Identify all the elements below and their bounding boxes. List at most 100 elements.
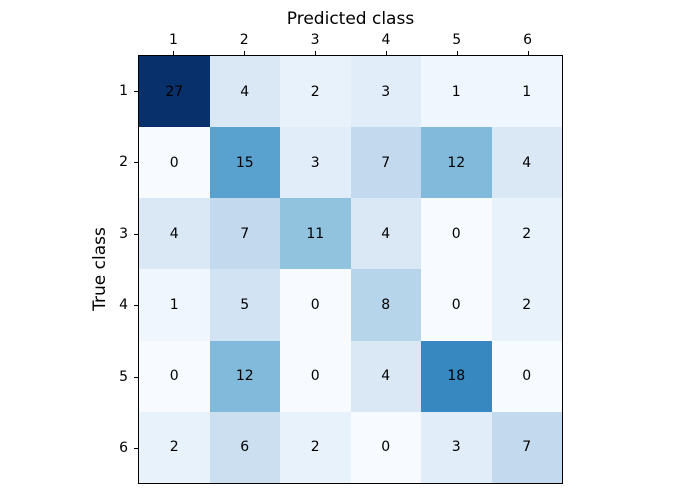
heatmap-cell: 0 [139, 340, 210, 412]
x-tick-mark [173, 51, 175, 55]
heatmap-cell: 11 [280, 198, 351, 270]
cell-value: 12 [235, 368, 254, 385]
y-tick-mark [134, 448, 138, 450]
heatmap-cell: 0 [421, 269, 492, 341]
cell-value: 4 [169, 225, 179, 242]
heatmap-cell: 12 [421, 127, 492, 199]
x-tick-label: 1 [168, 32, 178, 48]
cell-value: 3 [310, 154, 320, 171]
cell-value: 4 [240, 83, 250, 100]
y-tick-mark [134, 162, 138, 164]
x-tick-mark [385, 51, 387, 55]
cell-value: 0 [381, 439, 391, 456]
x-tick-mark [527, 51, 529, 55]
x-tick-label: 3 [310, 32, 320, 48]
cell-value: 1 [451, 83, 461, 100]
x-tick-labels: 1 2 3 4 5 6 [138, 32, 563, 49]
heatmap-cell: 3 [421, 411, 492, 483]
cell-value: 11 [306, 225, 325, 242]
heatmap-cell: 12 [209, 340, 280, 412]
cell-value: 0 [310, 368, 320, 385]
heatmap-cell: 1 [491, 56, 562, 128]
y-tick-label: 4 [119, 297, 128, 314]
cell-value: 2 [310, 439, 320, 456]
cell-value: 12 [447, 154, 466, 171]
cell-value: 0 [451, 297, 461, 314]
cell-value: 18 [447, 368, 466, 385]
cell-value: 3 [451, 439, 461, 456]
heatmap-cell: 2 [280, 411, 351, 483]
heatmap-cell: 4 [139, 198, 210, 270]
heatmap-cell: 0 [280, 340, 351, 412]
cell-value: 7 [381, 154, 391, 171]
heatmap-cell: 15 [209, 127, 280, 199]
heatmap-cell: 4 [209, 56, 280, 128]
heatmap-cell: 0 [139, 127, 210, 199]
cell-value: 0 [169, 368, 179, 385]
heatmap-cell: 4 [350, 198, 421, 270]
cell-value: 2 [169, 439, 179, 456]
y-tick-labels: 1 2 3 4 5 6 [88, 55, 128, 484]
heatmap-cell: 8 [350, 269, 421, 341]
heatmap-grid: 27 4 2 3 1 1 0 15 3 7 12 4 4 7 11 4 0 2 1 5 0 8 0 2 0 12 0 4 18 0 2 6 2 0… [139, 56, 562, 483]
heatmap-cell: 18 [421, 340, 492, 412]
cell-value: 2 [310, 83, 320, 100]
y-tick-mark [134, 233, 138, 235]
heatmap-cell: 1 [421, 56, 492, 128]
heatmap-cell: 3 [280, 127, 351, 199]
heatmap-cell: 3 [350, 56, 421, 128]
cell-value: 5 [240, 297, 250, 314]
cell-value: 27 [165, 83, 184, 100]
x-tick-mark [244, 51, 246, 55]
heatmap-cell: 4 [491, 127, 562, 199]
heatmap-cell: 2 [280, 56, 351, 128]
heatmap-cell: 2 [139, 411, 210, 483]
heatmap-cell: 0 [491, 340, 562, 412]
heatmap-cell: 2 [491, 269, 562, 341]
cell-value: 2 [522, 225, 532, 242]
y-tick-mark [134, 90, 138, 92]
heatmap-cell: 4 [350, 340, 421, 412]
heatmap-axes: 27 4 2 3 1 1 0 15 3 7 12 4 4 7 11 4 0 2 1 5 0 8 0 2 0 12 0 4 18 0 2 6 2 0… [138, 55, 563, 484]
heatmap-cell: 27 [139, 56, 210, 128]
heatmap-cell: 7 [209, 198, 280, 270]
cell-value: 2 [522, 297, 532, 314]
cell-value: 4 [381, 368, 391, 385]
x-tick-label: 5 [452, 32, 462, 48]
cell-value: 0 [451, 225, 461, 242]
heatmap-cell: 1 [139, 269, 210, 341]
x-tick-label: 6 [523, 32, 533, 48]
heatmap-cell: 0 [280, 269, 351, 341]
heatmap-cell: 2 [491, 198, 562, 270]
cell-value: 7 [240, 225, 250, 242]
cell-value: 0 [169, 154, 179, 171]
heatmap-cell: 6 [209, 411, 280, 483]
cell-value: 4 [381, 225, 391, 242]
cell-value: 15 [235, 154, 254, 171]
cell-value: 3 [381, 83, 391, 100]
y-tick-label: 1 [119, 82, 128, 99]
heatmap-cell: 0 [421, 198, 492, 270]
y-tick-mark [134, 376, 138, 378]
cell-value: 1 [169, 297, 179, 314]
y-tick-label: 5 [119, 368, 128, 385]
heatmap-cell: 7 [491, 411, 562, 483]
heatmap-cell: 0 [350, 411, 421, 483]
cell-value: 0 [310, 297, 320, 314]
x-tick-mark [456, 51, 458, 55]
y-tick-label: 6 [119, 440, 128, 457]
y-tick-label: 2 [119, 154, 128, 171]
y-tick-label: 3 [119, 225, 128, 242]
y-tick-mark [134, 305, 138, 307]
x-tick-label: 2 [239, 32, 249, 48]
x-tick-mark [315, 51, 317, 55]
x-axis-label: Predicted class [286, 9, 415, 29]
cell-value: 1 [522, 83, 532, 100]
cell-value: 4 [522, 154, 532, 171]
heatmap-cell: 7 [350, 127, 421, 199]
cell-value: 6 [240, 439, 250, 456]
heatmap-cell: 5 [209, 269, 280, 341]
cell-value: 7 [522, 439, 532, 456]
x-tick-label: 4 [381, 32, 391, 48]
